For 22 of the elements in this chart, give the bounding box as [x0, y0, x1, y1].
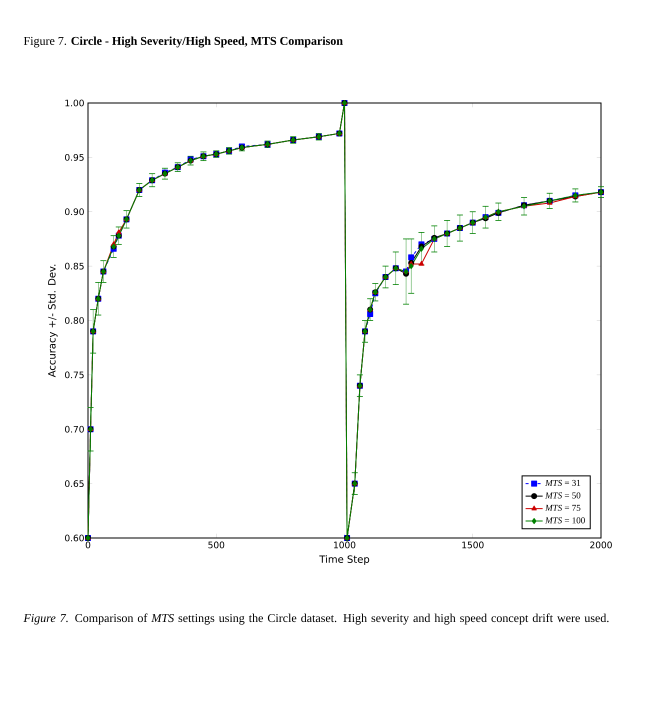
y-tick-label: 0.70	[65, 426, 84, 433]
y-axis-title: Accuracy +/- Std. Dev.	[48, 264, 58, 378]
chart-title: Figure 7. Circle - High Severity/High Speed, MTS Comparison	[24, 36, 343, 48]
y-tick-label: 0.90	[65, 208, 84, 216]
y-tick-label: 0.85	[65, 262, 84, 270]
text: Figure 7. Comparison of MTS settings using the Circle dataset. High severity and high speed concept drift were used.	[23, 614, 609, 625]
legend-label: MTS = 100	[545, 517, 585, 524]
x-tick-label: 0	[86, 542, 90, 548]
x-axis-title: Time Step	[319, 555, 370, 565]
x-tick-label: 500	[208, 542, 224, 548]
y-tick-label: 0.95	[65, 154, 84, 161]
y-tick-label: 0.80	[65, 317, 84, 324]
x-tick-label: 2000	[590, 542, 612, 548]
y-tick-label: 0.60	[65, 534, 84, 542]
legend-label: MTS = 75	[545, 504, 580, 511]
x-tick-label: 1000	[334, 542, 356, 548]
legend-label: MTS = 50	[545, 492, 580, 498]
x-tick-label: 1500	[462, 542, 484, 548]
y-tick-label: 1.00	[65, 100, 84, 106]
y-tick-label: 0.75	[65, 371, 84, 378]
y-tick-label: 0.65	[65, 480, 84, 488]
legend-label: MTS = 31	[545, 480, 580, 486]
